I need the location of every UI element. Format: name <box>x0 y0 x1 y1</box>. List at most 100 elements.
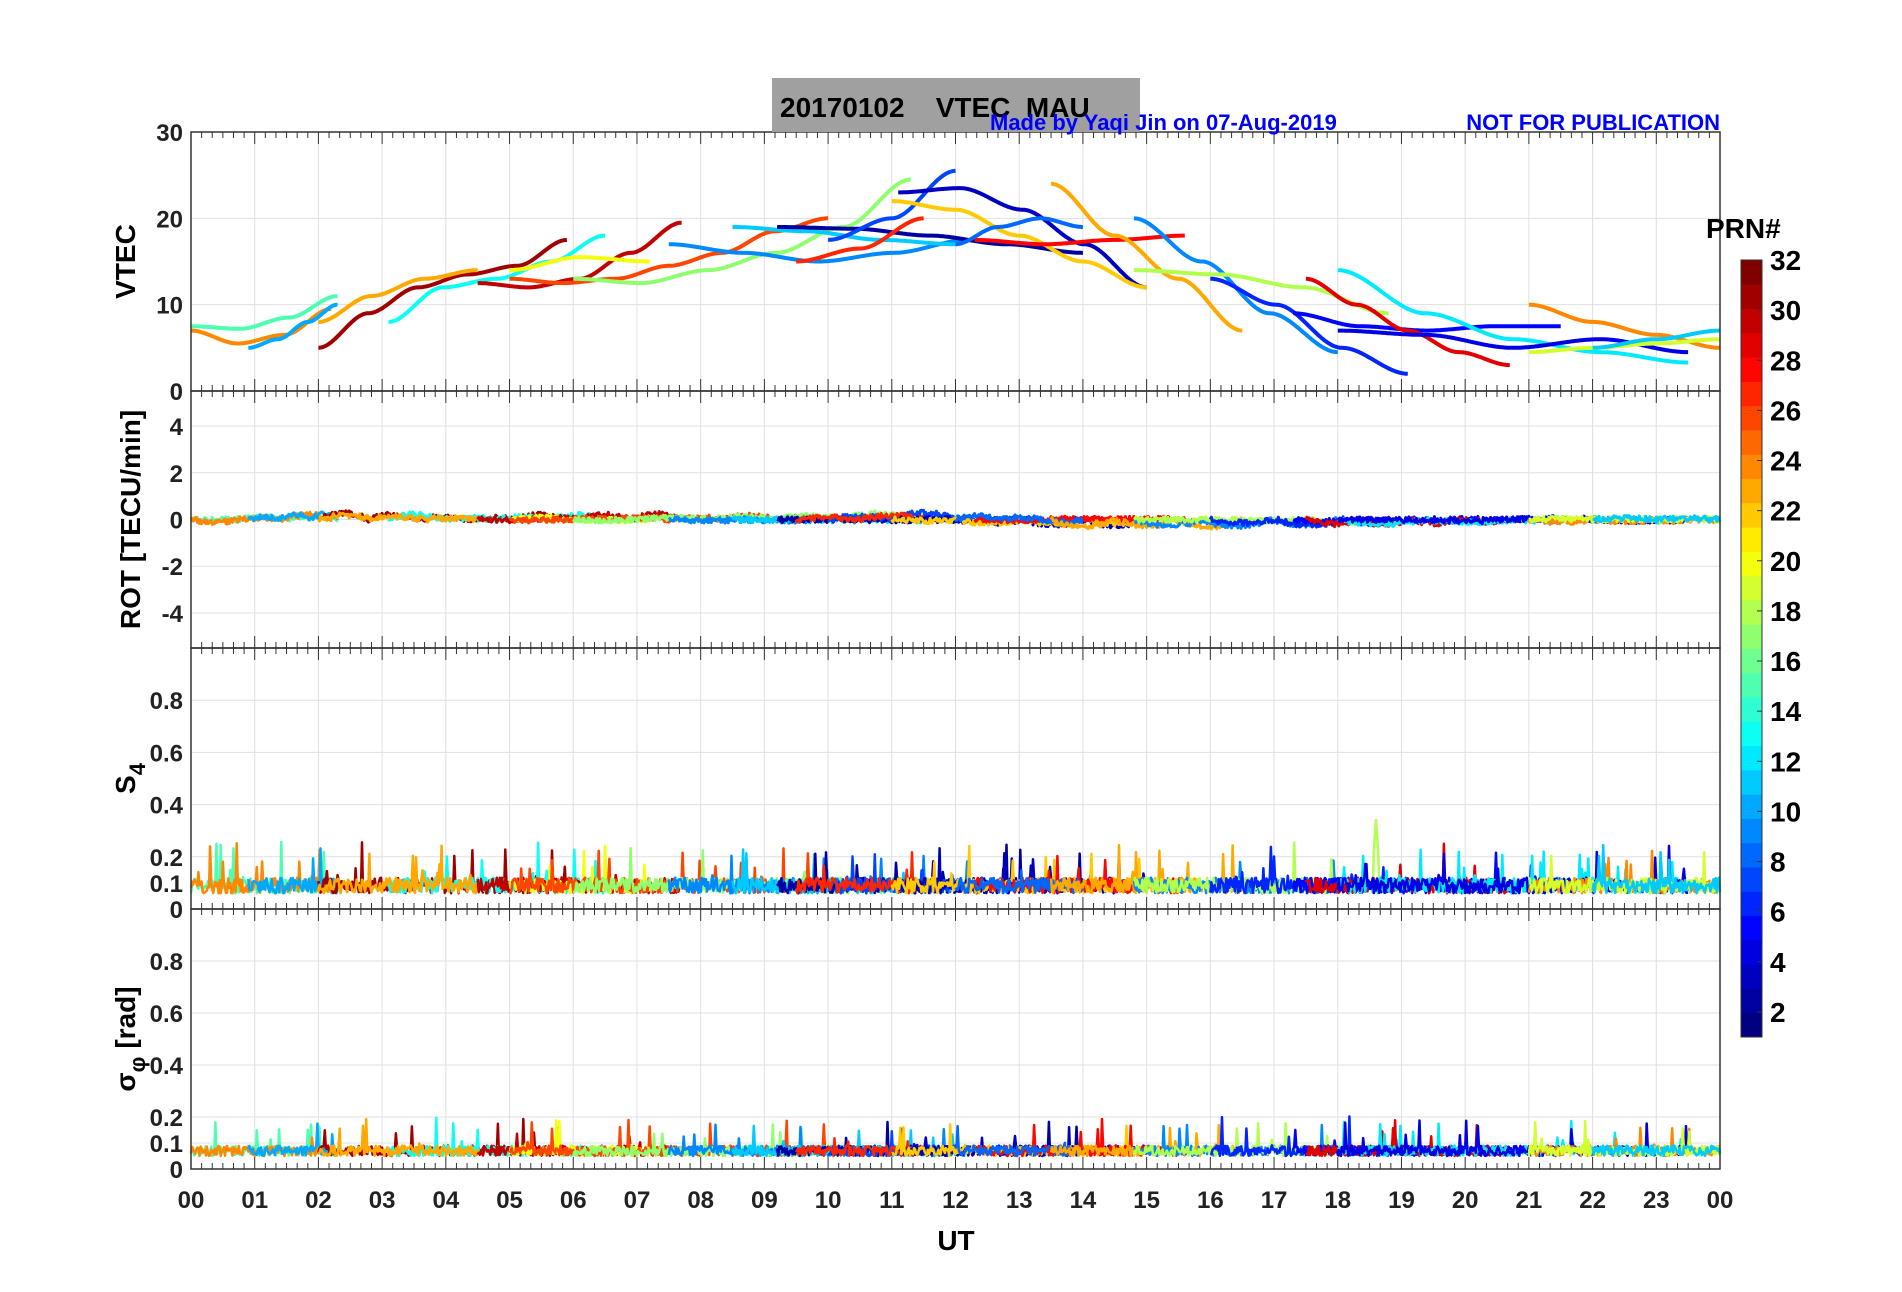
colorbar-segment <box>1741 672 1762 698</box>
y-axis-label-rot: ROT [TECU/min] <box>115 410 146 629</box>
colorbar-tick-label: 16 <box>1770 646 1801 677</box>
x-axis-label: UT <box>937 1225 974 1256</box>
colorbar-segment <box>1741 381 1762 407</box>
colorbar-segment <box>1741 502 1762 528</box>
y-tick-label-sigma: 0.6 <box>150 1001 183 1028</box>
sigma-series-prn-23 <box>317 1117 479 1158</box>
vtec-series-prn-7 <box>827 168 957 242</box>
vtec-series-prn-2 <box>776 225 1084 255</box>
y-tick-label-s4: 0.6 <box>150 740 183 767</box>
x-tick-label: 19 <box>1388 1187 1415 1214</box>
x-tick-label: 23 <box>1643 1187 1670 1214</box>
colorbar-segment <box>1741 260 1762 285</box>
colorbar-segment <box>1741 891 1762 917</box>
vtec-series-prn-6 <box>1209 276 1409 376</box>
notice-text: NOT FOR PUBLICATION <box>1466 110 1720 135</box>
colorbar-segment <box>1741 308 1762 334</box>
rot-series-prn-27 <box>794 511 926 524</box>
y-axis-label-sigma: σφ[rad] <box>110 986 150 1091</box>
colorbar-tick-label: 10 <box>1770 796 1801 827</box>
x-tick-label: 20 <box>1452 1187 1479 1214</box>
colorbar-frame <box>1740 259 1763 1038</box>
vtec-series-prn-3 <box>897 186 1148 290</box>
x-tick-label: 18 <box>1324 1187 1351 1214</box>
colorbar-segment <box>1741 988 1762 1014</box>
y-tick-label-sigma: 0.4 <box>150 1053 184 1080</box>
colorbar-segment <box>1741 697 1762 722</box>
y-tick-label-vtec: 10 <box>156 293 183 320</box>
x-tick-label: 17 <box>1261 1187 1288 1214</box>
x-tick-label: 16 <box>1197 1187 1224 1214</box>
x-tick-label: 04 <box>432 1187 459 1214</box>
x-tick-label: 02 <box>305 1187 332 1214</box>
colorbar-tick-label: 2 <box>1770 997 1786 1028</box>
y-tick-label-rot: 4 <box>170 414 184 441</box>
colorbar-tick-label: 6 <box>1770 897 1786 928</box>
vtec-series-prn-8 <box>954 216 1084 247</box>
colorbar-label: PRN# <box>1706 213 1781 244</box>
vtec-series-prn-28 <box>973 233 1186 247</box>
y-axis-label-subscript: 4 <box>125 762 150 775</box>
s4-series-prn-11 <box>1591 843 1722 895</box>
x-tick-label: 14 <box>1070 1187 1097 1214</box>
x-tick-label: 06 <box>560 1187 587 1214</box>
x-tick-label: 05 <box>496 1187 523 1214</box>
y-tick-label-s4: 0.1 <box>150 871 183 898</box>
colorbar-segment <box>1741 405 1762 431</box>
colorbar-segment <box>1741 867 1762 892</box>
vtec-series-prn-29 <box>1305 276 1511 368</box>
vtec-series-prn-23 <box>317 268 479 324</box>
y-tick-label-s4: 0.4 <box>150 793 184 820</box>
sigma-series-prn-15 <box>189 1121 339 1158</box>
credit-text: Made by Yaqi Jin on 07-Aug-2019 <box>990 110 1337 135</box>
y-tick-label-sigma: 0.2 <box>150 1105 183 1132</box>
x-tick-label: 08 <box>687 1187 714 1214</box>
y-tick-label-vtec: 30 <box>156 120 183 147</box>
sigma-series-prn-11 <box>1591 1144 1722 1158</box>
vtec-series-prn-10 <box>247 302 339 350</box>
rot-series-prn-23 <box>1049 515 1243 531</box>
vtec-series-prn-17 <box>572 177 912 286</box>
y-tick-label-sigma: 0.8 <box>150 949 183 976</box>
y-axis-label-subscript: φ <box>125 1057 150 1073</box>
panel-frames <box>190 131 1721 1170</box>
colorbar-segment <box>1741 575 1762 601</box>
colorbar-segment <box>1741 454 1762 480</box>
colorbar-segment <box>1741 357 1762 382</box>
y-tick-label-rot: -2 <box>162 554 183 581</box>
colorbar-segment <box>1741 527 1762 552</box>
colorbar-tick-label: 4 <box>1770 947 1786 978</box>
vtec-series-prn-19 <box>1527 337 1721 355</box>
y-axis-label-vtec: VTEC <box>110 224 141 299</box>
y-tick-label-sigma: 0 <box>170 1157 183 1184</box>
colorbar-tick-label: 14 <box>1770 696 1802 727</box>
vtec-series-prn-15 <box>190 294 339 331</box>
vtec-series-prn-31 <box>317 237 568 350</box>
x-tick-label: 09 <box>751 1187 778 1214</box>
colorbar-segment <box>1741 429 1762 455</box>
y-tick-label-rot: 0 <box>170 508 183 535</box>
x-tick-label: 10 <box>815 1187 842 1214</box>
y-tick-label-sigma: 0.1 <box>150 1131 183 1158</box>
y-tick-label-vtec: 20 <box>156 206 183 233</box>
colorbar-segment <box>1741 842 1762 868</box>
x-tick-label: 01 <box>241 1187 268 1214</box>
vtec-series-prn-13 <box>387 233 606 324</box>
x-tick-label: 00 <box>178 1187 205 1214</box>
colorbar-segment <box>1741 721 1762 747</box>
y-tick-label-s4: 0.2 <box>150 845 183 872</box>
colorbar-tick-label: 30 <box>1770 295 1801 326</box>
s4-series-prn-23 <box>317 844 479 895</box>
x-tick-label: 12 <box>942 1187 969 1214</box>
y-axis-label-unit: [rad] <box>110 986 141 1048</box>
rot-series-prn-10 <box>246 510 339 523</box>
vtec-series-prn-22 <box>890 199 1148 290</box>
x-tick-label: 13 <box>1006 1187 1033 1214</box>
rot-series-prn-11 <box>1592 514 1722 524</box>
vtec-series-prn-5 <box>1292 311 1562 333</box>
x-tick-label: 03 <box>369 1187 396 1214</box>
colorbar-tick-label: 22 <box>1770 496 1801 527</box>
colorbar-segment <box>1741 599 1762 625</box>
